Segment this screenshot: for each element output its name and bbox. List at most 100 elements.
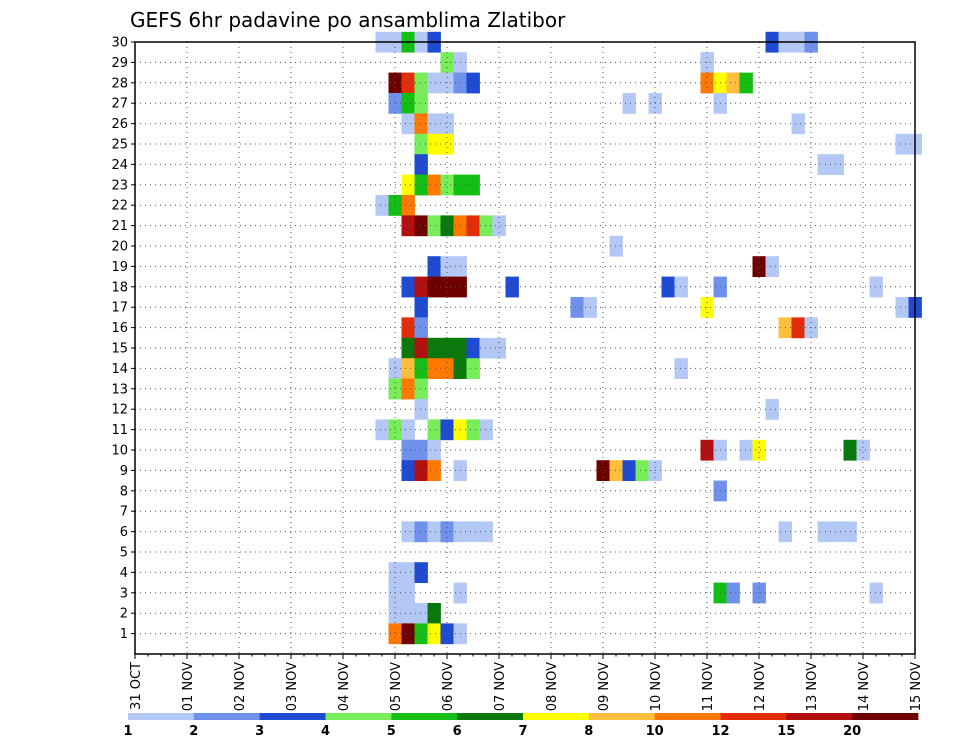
y-tick-label: 18 (111, 280, 128, 295)
colorbar-swatch (325, 713, 392, 720)
y-tick-label: 5 (120, 546, 128, 561)
y-axis: 1234567891011121314151617181920212223242… (111, 36, 135, 642)
heatmap-cell (427, 623, 441, 645)
x-tick-label: 15 NOV (909, 662, 924, 711)
heatmap-cell (492, 337, 506, 359)
heatmap-cell (700, 439, 714, 461)
y-tick-label: 27 (111, 97, 128, 112)
colorbar-swatch (523, 713, 590, 720)
heatmap-cell (622, 93, 636, 114)
y-tick-label: 21 (111, 219, 128, 234)
x-tick-label: 10 NOV (649, 662, 664, 711)
y-tick-label: 12 (111, 403, 128, 418)
heatmap-cell (401, 419, 415, 441)
heatmap-cell (817, 521, 831, 543)
heatmap-cell (726, 582, 740, 604)
heatmap-cell (739, 72, 753, 94)
y-tick-label: 20 (111, 240, 128, 255)
heatmap-cell (414, 337, 428, 359)
colorbar-label: 3 (255, 724, 264, 739)
heatmap-cell (466, 358, 480, 379)
heatmap-cell (479, 521, 493, 543)
colorbar-label: 10 (646, 724, 664, 739)
heatmap-cell (791, 113, 805, 135)
heatmap-cell (505, 276, 519, 298)
x-tick-label: 05 NOV (389, 662, 404, 711)
colorbar-label: 4 (321, 724, 330, 739)
colorbar-label: 20 (843, 724, 861, 739)
y-tick-label: 6 (120, 525, 128, 540)
heatmap-cell (414, 154, 428, 175)
x-axis: 31 OCT 01 NOV 02 NOV 03 NOV 04 NOV 05 NOV 06 N… (129, 654, 924, 711)
heatmap-cell (440, 623, 454, 645)
x-tick-label: 11 NOV (701, 662, 716, 711)
heatmap-cell (414, 439, 428, 461)
heatmap-cell (427, 276, 441, 298)
x-tick-label: 04 NOV (337, 662, 352, 711)
heatmap-cell (895, 297, 909, 318)
heatmap-cell (414, 317, 428, 339)
heatmap-cell (830, 154, 844, 175)
colorbar-swatch (391, 713, 458, 720)
heatmap-cell (414, 603, 428, 624)
heatmap-cell (401, 460, 415, 481)
heatmap-cell (869, 582, 883, 604)
heatmap-cell (427, 521, 441, 543)
heatmap-cell (427, 439, 441, 461)
heatmap-cell (466, 215, 480, 237)
heatmap-cell (622, 460, 636, 481)
heatmap-cell (440, 174, 454, 196)
y-tick-label: 10 (111, 444, 128, 459)
heatmap-cell (427, 358, 441, 379)
heatmap-cell (375, 419, 389, 441)
heatmap-cell (466, 174, 480, 196)
heatmap-cell (401, 378, 415, 400)
y-tick-label: 14 (111, 362, 128, 377)
heatmap-cell (427, 113, 441, 135)
heatmap-cell (414, 358, 428, 379)
heatmap-cell (869, 276, 883, 298)
heatmap-cell (752, 256, 766, 277)
x-tick-label: 31 OCT (129, 662, 144, 710)
colorbar-label: 5 (387, 724, 396, 739)
heatmap-cell (570, 297, 584, 318)
heatmap-cell (414, 378, 428, 400)
y-tick-label: 28 (111, 76, 128, 91)
heatmap-cell (427, 256, 441, 277)
y-tick-label: 30 (111, 36, 128, 51)
y-tick-label: 19 (111, 260, 128, 275)
heatmap-cell (674, 276, 688, 298)
heatmap-cell (414, 623, 428, 645)
y-tick-label: 3 (120, 586, 128, 601)
heatmap-cell (427, 174, 441, 196)
heatmap-cell (479, 419, 493, 441)
heatmap-cell (830, 521, 844, 543)
heatmap-cell (765, 399, 779, 420)
heatmap-cell (401, 72, 415, 94)
heatmap-cell (401, 603, 415, 624)
colorbar-swatch (259, 713, 326, 720)
x-tick-label: 02 NOV (233, 662, 248, 711)
heatmap-cell (401, 215, 415, 237)
heatmap-cell (440, 256, 454, 277)
colorbar-label: 12 (711, 724, 729, 739)
heatmap-cell (414, 399, 428, 420)
heatmap-cell (466, 72, 480, 94)
heatmap-cell (440, 358, 454, 379)
y-tick-label: 23 (111, 178, 128, 193)
heatmap-cell (440, 419, 454, 441)
heatmap-cell (414, 113, 428, 135)
grid-layer (135, 41, 915, 654)
colorbar-swatch (786, 713, 853, 720)
heatmap-cell (479, 215, 493, 237)
heatmap-cell (401, 174, 415, 196)
heatmap-cell (414, 521, 428, 543)
colorbar-label: 2 (189, 724, 198, 739)
heatmap-cell (479, 337, 493, 359)
chart-title: GEFS 6hr padavine po ansamblima Zlatibor (130, 8, 566, 32)
colorbar-swatch (720, 713, 787, 720)
heatmap-cell (817, 154, 831, 175)
colorbar-swatch (457, 713, 524, 720)
heatmap-cell (414, 93, 428, 114)
heatmap-cell (427, 133, 441, 155)
